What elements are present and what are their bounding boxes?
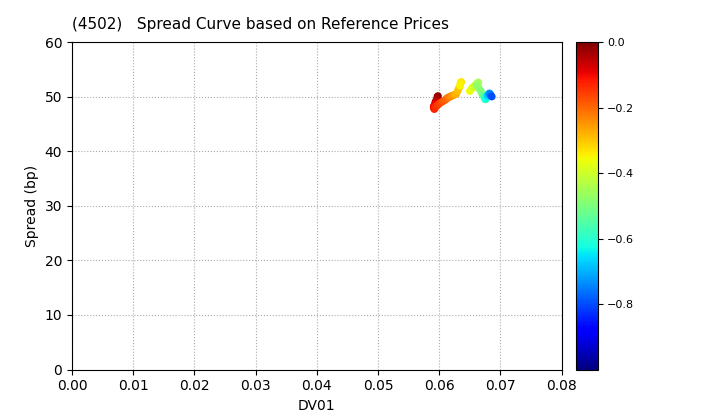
Point — [477, 92, 489, 99]
Point — [483, 90, 495, 97]
Point — [451, 90, 462, 97]
Point — [472, 81, 483, 87]
X-axis label: DV01: DV01 — [298, 399, 336, 413]
Point — [468, 84, 480, 90]
Point — [479, 94, 490, 101]
Point — [482, 92, 494, 98]
Point — [428, 102, 440, 109]
Point — [473, 85, 485, 92]
Point — [439, 97, 451, 103]
Point — [465, 86, 477, 93]
Point — [449, 91, 461, 98]
Point — [472, 80, 484, 87]
Point — [455, 80, 467, 87]
Point — [448, 92, 459, 98]
Point — [441, 95, 452, 102]
Point — [429, 105, 441, 111]
Point — [475, 88, 487, 94]
Text: (4502)   Spread Curve based on Reference Prices: (4502) Spread Curve based on Reference P… — [72, 17, 449, 32]
Point — [471, 82, 482, 89]
Point — [485, 93, 497, 100]
Point — [455, 80, 467, 87]
Point — [428, 105, 439, 111]
Point — [472, 81, 483, 87]
Point — [454, 82, 466, 89]
Point — [477, 90, 488, 97]
Point — [431, 93, 443, 100]
Y-axis label: Spread (bp): Spread (bp) — [25, 165, 39, 247]
Point — [444, 93, 456, 100]
Point — [480, 96, 491, 103]
Point — [485, 92, 496, 98]
Point — [442, 94, 454, 101]
Point — [432, 101, 444, 108]
Point — [436, 99, 447, 105]
Point — [454, 82, 466, 89]
Point — [438, 97, 449, 104]
Point — [428, 106, 440, 113]
Point — [470, 81, 482, 88]
Point — [444, 94, 455, 100]
Point — [467, 84, 478, 91]
Point — [446, 93, 457, 100]
Point — [431, 96, 443, 103]
Point — [430, 98, 441, 105]
Point — [429, 100, 441, 107]
Point — [447, 92, 459, 99]
Point — [482, 92, 493, 99]
Point — [484, 90, 495, 97]
Point — [452, 88, 464, 94]
Point — [480, 94, 492, 101]
Point — [481, 93, 492, 100]
Point — [485, 90, 496, 97]
Point — [453, 85, 464, 92]
Point — [472, 79, 484, 86]
Point — [469, 82, 480, 89]
Point — [464, 88, 476, 94]
Point — [431, 103, 442, 110]
Point — [478, 93, 490, 100]
Point — [428, 103, 439, 110]
Point — [486, 93, 498, 100]
Point — [472, 80, 484, 87]
Point — [480, 96, 492, 103]
Point — [456, 79, 467, 85]
Point — [432, 93, 444, 100]
Point — [434, 100, 446, 107]
